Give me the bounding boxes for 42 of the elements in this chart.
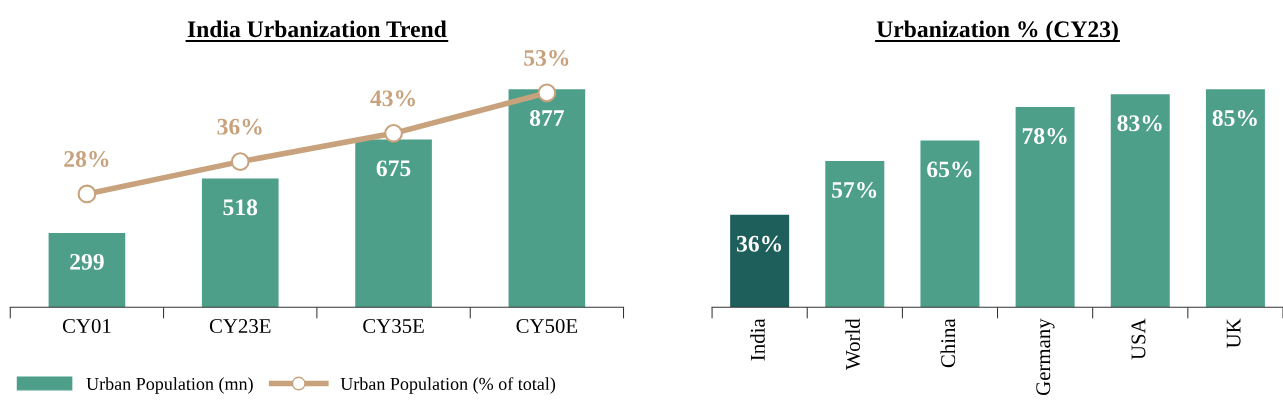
data-label: 299 [70, 253, 104, 270]
data-label: 78% [1022, 128, 1067, 145]
x-tick-label: CY01 [62, 318, 111, 333]
x-tick-label: China [940, 318, 956, 368]
chart-title: India Urbanization Trend [187, 20, 447, 38]
x-tick-label: Germany [1036, 318, 1055, 395]
bar [48, 232, 126, 308]
bar [1110, 94, 1170, 308]
bar [508, 89, 586, 308]
x-tick-label: CY35E [363, 319, 424, 333]
data-label: 36% [217, 118, 262, 135]
legend-label: Urban Population (% of total) [340, 377, 556, 394]
bar [201, 178, 279, 308]
bar [825, 160, 885, 308]
data-label: 518 [223, 199, 258, 216]
x-tick-label: UK [1226, 318, 1241, 348]
bar [1205, 89, 1265, 308]
chart-title: Urbanization % (CY23) [876, 20, 1118, 43]
bar [730, 214, 790, 308]
point [77, 184, 97, 204]
data-label: 36% [736, 235, 782, 252]
data-label: 65% [927, 161, 972, 178]
x-tick-label: World [845, 318, 861, 370]
data-label: 53% [524, 49, 569, 66]
bar [920, 140, 980, 308]
legend-label: Urban Population (mn) [86, 377, 253, 394]
x-tick-label: India [750, 318, 765, 361]
data-label: 83% [1117, 115, 1162, 132]
point [384, 123, 403, 143]
data-label: 877 [529, 110, 565, 127]
bar [1015, 107, 1075, 308]
data-label: 43% [370, 90, 415, 107]
x-tick-label: CY23E [209, 319, 271, 333]
point [230, 152, 250, 171]
data-label: 85% [1212, 110, 1257, 127]
data-label: 57% [832, 181, 877, 198]
point [537, 83, 557, 103]
bar [355, 139, 432, 308]
x-tick-label: CY50E [516, 318, 578, 333]
x-tick-label: USA [1131, 318, 1146, 360]
data-label: 28% [64, 151, 109, 168]
data-label: 675 [376, 160, 411, 177]
